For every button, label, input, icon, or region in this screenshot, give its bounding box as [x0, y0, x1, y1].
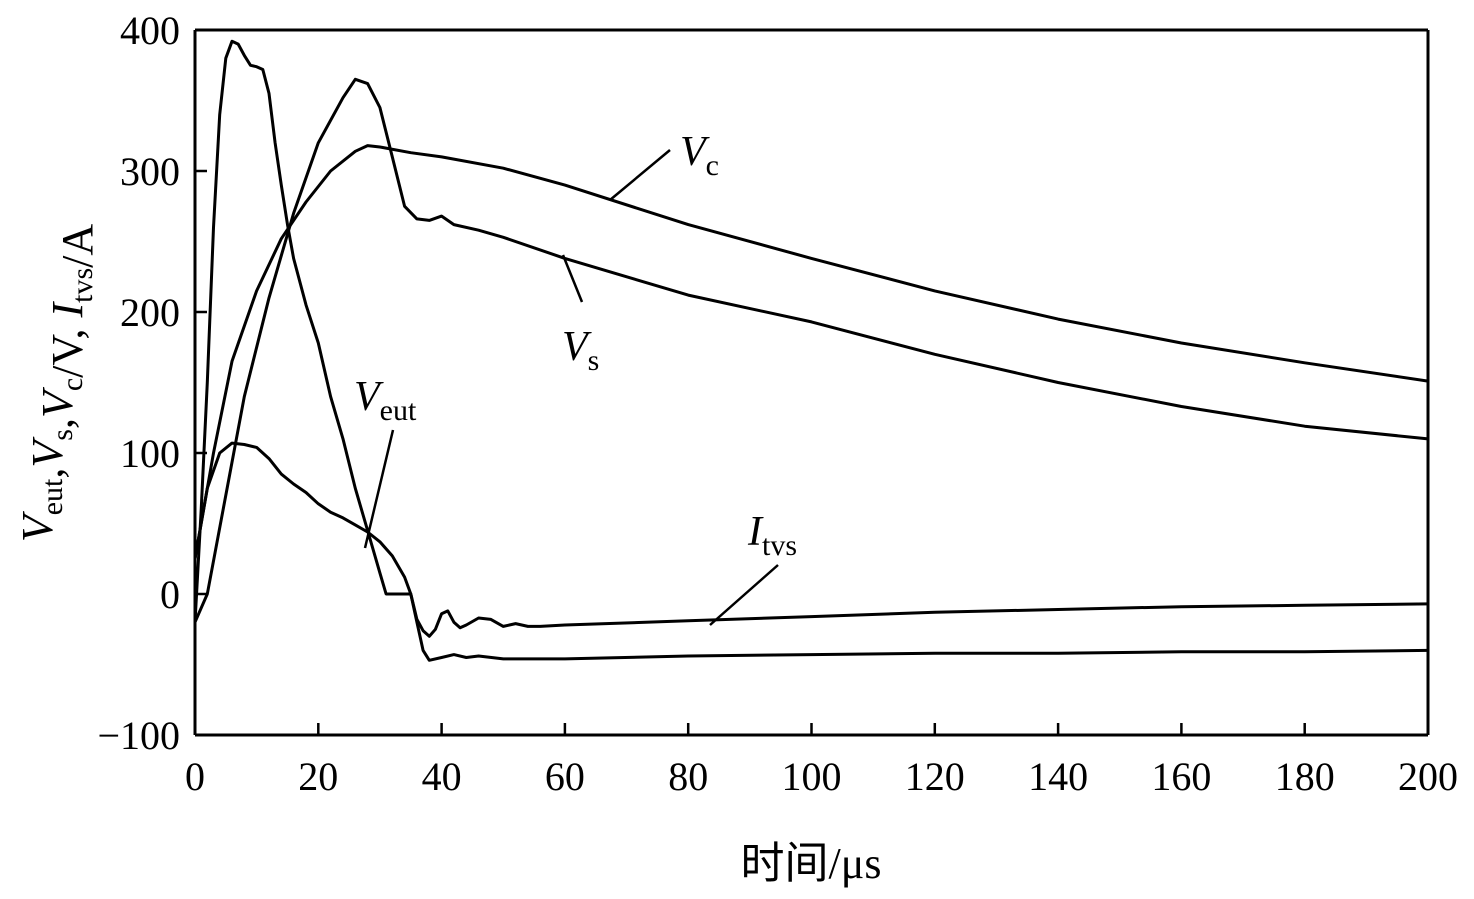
- plot-frame-group: [193, 28, 1430, 737]
- vs-leader-line: [561, 254, 584, 303]
- y-title-part: /A: [53, 224, 102, 268]
- y-title-subscript: s: [46, 429, 79, 441]
- y-title-part: /V,: [43, 318, 92, 378]
- x-tick-label: 20: [298, 754, 338, 799]
- x-tick-label: 180: [1275, 754, 1335, 799]
- x-tick-label: 140: [1028, 754, 1088, 799]
- x-ticks: 0 20 40 60 80 100 120 140 160 180 200: [185, 723, 1458, 799]
- x-tick-label: 120: [905, 754, 965, 799]
- itvs-leader-line: [709, 564, 779, 626]
- y-axis-title: Veut,Vs,Vc/V, Itvs/A: [13, 224, 102, 543]
- vc-label-main: V: [680, 129, 710, 175]
- x-tick-label: 160: [1151, 754, 1211, 799]
- vc-label-sub: c: [706, 149, 719, 182]
- x-tick-label: 0: [185, 754, 205, 799]
- series-label-vc: Vc: [680, 129, 719, 182]
- x-tick-label: 80: [668, 754, 708, 799]
- y-tick-label: −100: [97, 713, 180, 758]
- itvs-label-main: I: [747, 509, 764, 555]
- y-tick-label: 100: [120, 431, 180, 476]
- y-ticks: −100 0 100 200 300 400: [97, 8, 207, 758]
- y-title-subscript: tvs: [66, 268, 99, 303]
- vc-leader-line: [609, 149, 671, 201]
- x-axis-title: 时间/μs: [741, 839, 882, 888]
- vs-label-main: V: [562, 324, 592, 370]
- series-layer: [193, 39, 1429, 662]
- x-tick-label: 100: [782, 754, 842, 799]
- y-tick-label: 300: [120, 149, 180, 194]
- vs-label-sub: s: [588, 344, 600, 377]
- veut-leader-line: [363, 429, 395, 549]
- series-line-veut: [193, 441, 1429, 638]
- y-title-part: V: [23, 436, 72, 468]
- series-label-veut: Veut: [354, 374, 417, 427]
- y-title-part: V: [13, 510, 62, 542]
- y-title-part: V: [33, 386, 82, 418]
- y-title-part: I: [43, 301, 92, 319]
- x-tick-label: 200: [1398, 754, 1458, 799]
- x-tick-label: 40: [422, 754, 462, 799]
- itvs-label-sub: tvs: [762, 529, 797, 562]
- series-line-vs: [193, 77, 1429, 623]
- y-title-subscript: c: [56, 378, 89, 391]
- y-title-part: ,: [33, 418, 82, 429]
- y-tick-label: 400: [120, 8, 180, 53]
- y-title-part: ,: [23, 468, 72, 479]
- series-label-itvs: Itvs: [747, 509, 797, 562]
- veut-label-sub: eut: [380, 394, 417, 427]
- veut-label-main: V: [354, 374, 384, 420]
- series-line-itvs: [193, 39, 1429, 662]
- x-tick-label: 60: [545, 754, 585, 799]
- y-title-subscript: eut: [36, 478, 69, 515]
- series-line-vc: [193, 144, 1429, 560]
- y-tick-label: 0: [160, 572, 180, 617]
- series-label-vs: Vs: [562, 324, 599, 377]
- y-tick-label: 200: [120, 290, 180, 335]
